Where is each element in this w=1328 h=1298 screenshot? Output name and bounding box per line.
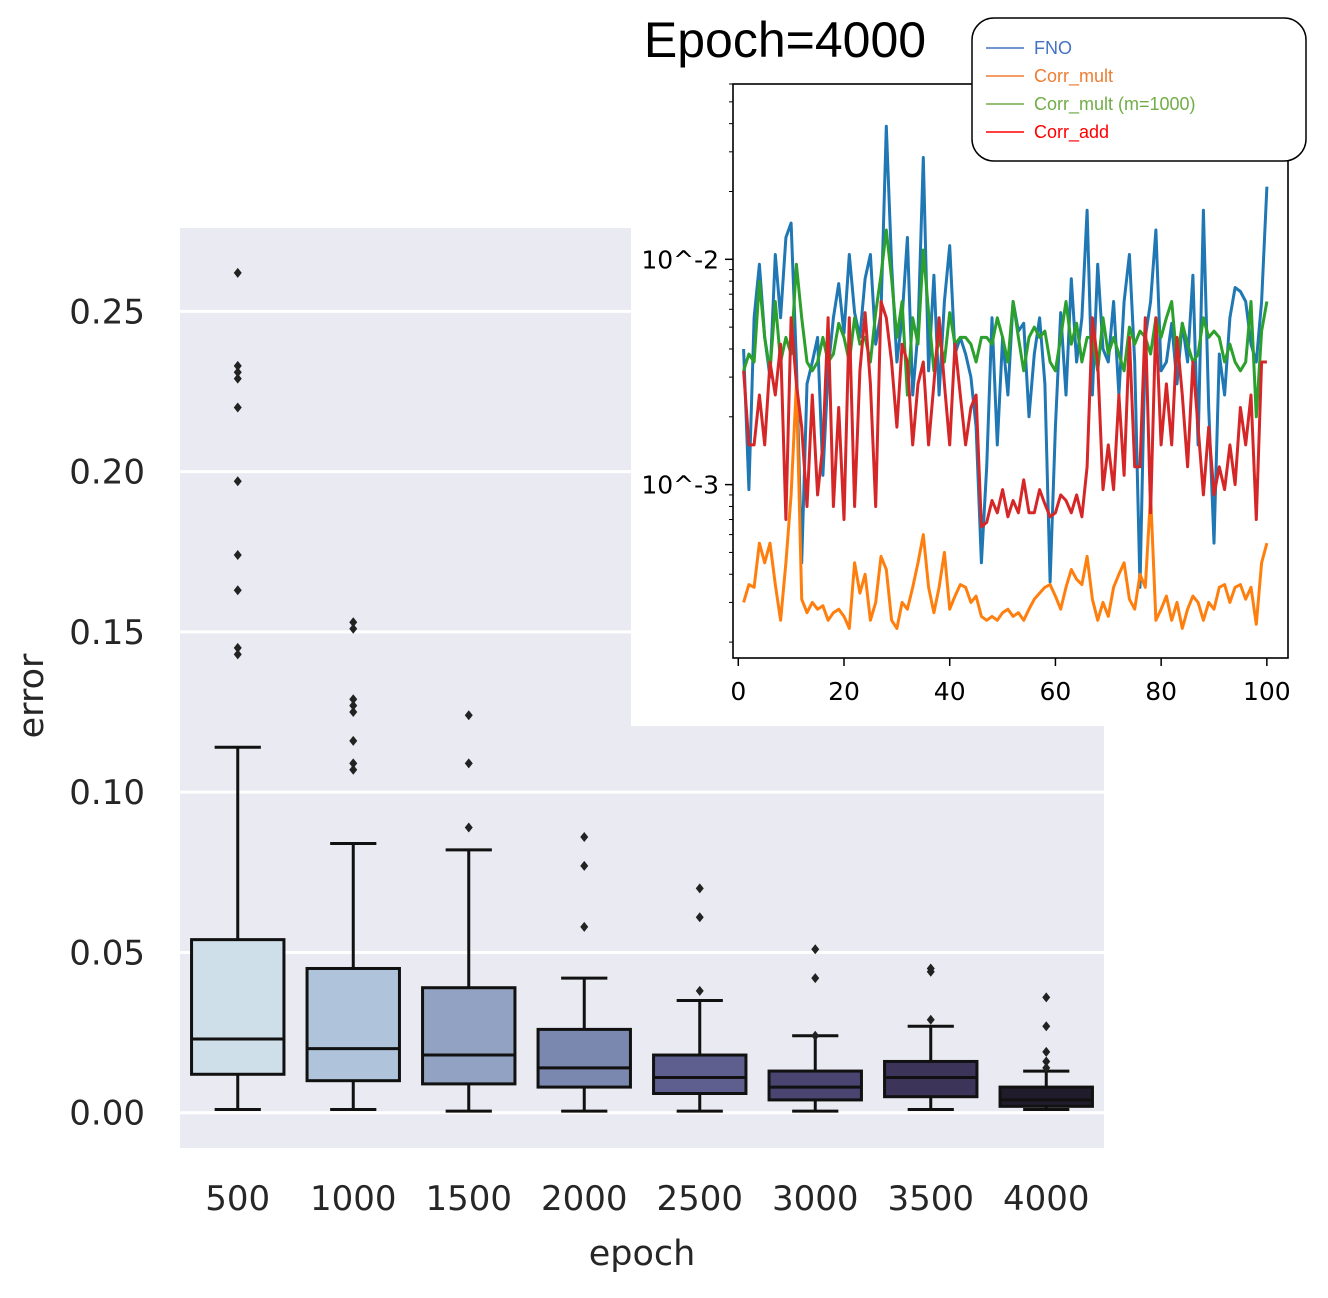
legend-items: FNO Corr_mult Corr_mult (m=1000) Corr_add [986,38,1196,143]
inset-x-tick-label: 20 [828,677,860,706]
outlier-point [811,973,820,984]
box [421,986,517,1086]
outlier-point [580,832,589,843]
inset-y-tick-label: 10^-2 [641,245,719,274]
legend-box [971,17,1307,162]
inset-x-tick-label: 0 [730,677,746,706]
legend: FNO Corr_mult Corr_mult (m=1000) Corr_add [971,17,1307,162]
box [998,1085,1094,1108]
box [190,938,286,1076]
outlier-point [349,694,358,705]
outlier-point [233,476,242,487]
y-tick-label: 0.10 [69,773,145,813]
x-tick-label: 4000 [1003,1179,1090,1219]
outlier-point [233,549,242,560]
outlier-point [1042,1046,1051,1057]
outlier-point [233,373,242,384]
series-line-corr-mult-m-1000 [742,228,1269,419]
outlier-point [580,921,589,932]
inset-y-tick-label: 10^-3 [641,471,719,500]
outlier-point [233,360,242,371]
x-tick-label: 2000 [541,1179,628,1219]
outlier-point [349,700,358,711]
outlier-point [926,963,935,974]
outlier-point [695,883,704,894]
outlier-point [349,758,358,769]
series-line-corr-mult [742,382,1269,630]
outlier-point [233,585,242,596]
outlier-point [349,707,358,718]
box [652,1053,748,1096]
outlier-point [233,267,242,278]
box-group [305,617,401,1112]
x-tick-label: 1500 [425,1179,512,1219]
outlier-point [811,944,820,955]
y-tick-label: 0.00 [69,1094,145,1134]
outlier-point [695,912,704,923]
outlier-point [1042,1056,1051,1067]
y-tick-label: 0.05 [69,933,145,973]
inset-x-tick-label: 40 [934,677,966,706]
x-tick-label: 3500 [887,1179,974,1219]
outlier-point [926,1014,935,1025]
series-line-corr-add [742,300,1267,529]
inset-series-lines [742,124,1269,630]
outlier-point [464,758,473,769]
box-group [883,963,979,1112]
boxplot-y-tick-labels: 0.00 0.05 0.10 0.15 0.20 0.25 [69,292,145,1133]
x-axis-label: epoch [589,1234,696,1274]
outlier-point [349,623,358,634]
box-group [652,883,748,1113]
box-group [421,710,517,1113]
inset-line-chart: Epoch=4000 0 20 40 60 80 100 10^-3 10^-2 FNO Cor… [631,0,1328,726]
legend-label: Corr_mult (m=1000) [1034,94,1196,115]
boxplot-marks [190,267,1094,1113]
outlier-point [1042,1021,1051,1032]
outlier-point [349,617,358,628]
outlier-point [811,1030,820,1041]
boxplot-x-tick-labels: 500 1000 1500 2000 2500 3000 3500 4000 [205,1179,1089,1219]
legend-label: Corr_add [1034,122,1109,143]
outlier-point [464,710,473,721]
box [767,1069,863,1102]
x-tick-label: 2500 [656,1179,743,1219]
y-tick-label: 0.20 [69,453,145,493]
outlier-point [1042,992,1051,1003]
inset-x-tick-label: 60 [1040,677,1072,706]
x-tick-label: 500 [205,1179,270,1219]
outlier-point [580,860,589,871]
box-group [536,832,632,1113]
legend-label: FNO [1034,38,1072,58]
outlier-point [233,402,242,413]
y-tick-label: 0.25 [69,292,145,332]
inset-x-tick-label: 80 [1145,677,1177,706]
x-tick-label: 3000 [772,1179,859,1219]
outlier-point [464,822,473,833]
outlier-point [695,985,704,996]
box-group [190,267,286,1112]
x-tick-label: 1000 [310,1179,397,1219]
box [883,1059,979,1099]
y-axis-label: error [12,653,52,738]
inset-x-tick-label: 100 [1243,677,1291,706]
legend-label: Corr_mult [1034,66,1113,87]
outlier-point [349,764,358,775]
outlier-point [1042,1062,1051,1073]
outlier-point [233,649,242,660]
outlier-point [233,642,242,653]
outlier-point [233,367,242,378]
box-group [767,944,863,1113]
box-group [998,992,1094,1112]
y-tick-label: 0.15 [69,613,145,653]
outlier-point [349,735,358,746]
inset-title: Epoch=4000 [644,12,926,68]
inset-ticks: 0 20 40 60 80 100 10^-3 10^-2 [641,83,1291,706]
box [305,966,401,1083]
box [536,1027,632,1089]
